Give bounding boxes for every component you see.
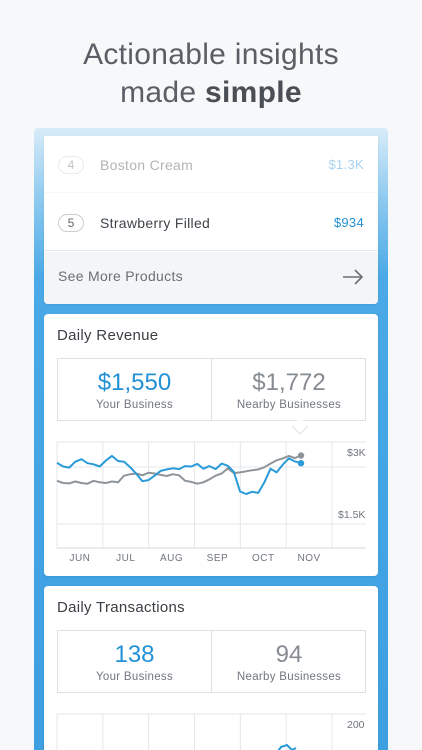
arrow-right-icon [343, 269, 364, 285]
see-more-products-button[interactable]: See More Products [44, 252, 378, 304]
series-line [56, 454, 302, 485]
product-row[interactable]: 5 Strawberry Filled $934 [44, 194, 378, 251]
stat-label: Nearby Businesses [236, 399, 342, 411]
x-tick-label: AUG [160, 553, 183, 564]
top-products-card: 4 Boston Cream $1.3K 5 Strawberry Filled… [44, 136, 378, 304]
y-tick-label: $1.5K [338, 509, 365, 521]
nearby-businesses-stat[interactable]: $1,772 Nearby Businesses [212, 359, 366, 420]
comparison-stats: 138 Your Business 94 Nearby Businesses [57, 630, 366, 693]
x-tick-label: OCT [252, 553, 275, 564]
series-line [277, 743, 297, 750]
revenue-chart[interactable]: $3K $1.5K JUN JUL AUG SEP OCT NOV [44, 314, 378, 576]
x-tick-label: JUN [69, 553, 90, 564]
x-tick-label: JUL [116, 553, 135, 564]
series-endpoint [297, 452, 305, 459]
stat-value: $1,772 [252, 369, 326, 396]
product-name: Strawberry Filled [100, 215, 211, 231]
series-endpoint [297, 460, 305, 467]
comparison-stats: $1,550 Your Business $1,772 Nearby Busin… [57, 358, 366, 421]
y-tick-label: $3K [347, 447, 366, 459]
daily-revenue-card: Daily Revenue $1,550 Your Business $1,77… [44, 314, 378, 576]
headline-line1: Actionable insights [83, 38, 339, 71]
stat-label: Your Business [96, 671, 173, 683]
stat-label: Nearby Businesses [236, 671, 342, 683]
stat-value: 94 [275, 641, 303, 668]
card-title: Daily Transactions [57, 599, 185, 616]
headline-line2-prefix: made [120, 76, 206, 109]
see-more-label: See More Products [58, 268, 183, 284]
daily-transactions-card: Daily Transactions 138 Your Business 94 … [44, 586, 378, 750]
stat-value: 138 [114, 641, 155, 668]
transactions-chart[interactable]: 200 [44, 586, 378, 750]
x-tick-label: NOV [297, 553, 320, 564]
headline-line2: made simple [0, 74, 422, 112]
card-title: Daily Revenue [57, 327, 159, 344]
series-line [56, 454, 302, 495]
product-value: $934 [333, 215, 364, 230]
product-rank: 4 [58, 156, 84, 174]
y-tick-label: 200 [347, 719, 365, 731]
nearby-businesses-stat[interactable]: 94 Nearby Businesses [212, 631, 366, 692]
your-business-stat[interactable]: $1,550 Your Business [58, 359, 212, 420]
product-row[interactable]: 4 Boston Cream $1.3K [44, 136, 378, 193]
headline: Actionable insights made simple [0, 36, 422, 112]
x-tick-label: SEP [207, 553, 229, 564]
product-rank: 5 [58, 214, 84, 232]
headline-emphasis: simple [205, 76, 302, 109]
your-business-stat[interactable]: 138 Your Business [58, 631, 212, 692]
product-value: $1.3K [328, 157, 364, 172]
stat-value: $1,550 [97, 369, 172, 396]
stat-label: Your Business [96, 399, 173, 411]
product-name: Boston Cream [100, 157, 194, 173]
